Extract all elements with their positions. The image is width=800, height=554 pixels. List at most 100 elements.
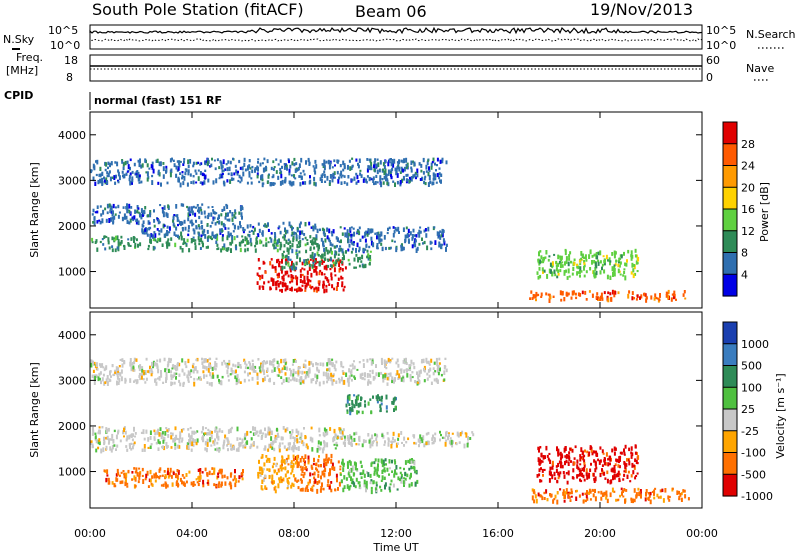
- echo-cell: [568, 257, 571, 261]
- echo-cell: [310, 464, 313, 469]
- echo-cell: [383, 476, 386, 480]
- echo-cell: [412, 362, 415, 366]
- echo-cell: [547, 293, 550, 296]
- echo-cell: [294, 168, 297, 173]
- echo-cell: [336, 444, 339, 447]
- echo-cell: [432, 157, 435, 162]
- echo-cell: [603, 291, 606, 295]
- echo-cell: [208, 470, 211, 476]
- echo-cell: [532, 490, 535, 494]
- echo-cell: [432, 434, 434, 439]
- echo-cell: [187, 233, 190, 237]
- echo-cell: [673, 293, 676, 299]
- echo-cell: [165, 441, 168, 447]
- echo-cell: [124, 482, 127, 486]
- echo-cell: [257, 233, 260, 238]
- echo-cell: [330, 458, 333, 464]
- echo-cell: [126, 448, 129, 452]
- echo-cell: [216, 220, 219, 224]
- echo-cell: [165, 367, 168, 371]
- echo-cell: [184, 226, 187, 231]
- echo-cell: [273, 447, 276, 452]
- echo-cell: [636, 294, 639, 298]
- echo-cell: [232, 177, 235, 181]
- echo-cell: [262, 476, 265, 482]
- echo-cell: [116, 375, 119, 380]
- echo-cell: [99, 205, 102, 208]
- echo-cell: [370, 361, 373, 366]
- echo-cell: [196, 481, 199, 484]
- echo-cell: [336, 238, 339, 242]
- echo-cell: [433, 437, 436, 443]
- echo-cell: [217, 217, 219, 220]
- echo-cell: [292, 227, 294, 230]
- echo-cell: [295, 461, 297, 465]
- echo-cell: [588, 254, 591, 259]
- echo-cell: [173, 214, 176, 217]
- freq-label: Freq.: [16, 51, 43, 64]
- echo-cell: [328, 283, 331, 286]
- echo-cell: [204, 160, 206, 165]
- echo-cell: [326, 375, 329, 380]
- echo-cell: [385, 173, 388, 177]
- echo-cell: [562, 491, 565, 496]
- echo-cell: [380, 402, 383, 406]
- echo-cell: [366, 249, 369, 253]
- echo-cell: [346, 233, 349, 238]
- echo-cell: [423, 379, 426, 383]
- echo-cell: [114, 206, 117, 209]
- echo-cell: [242, 171, 245, 177]
- echo-cell: [272, 160, 275, 164]
- echo-cell: [583, 478, 586, 482]
- echo-cell: [187, 169, 190, 173]
- echo-cell: [364, 264, 367, 268]
- echo-cell: [283, 237, 286, 241]
- echo-cell: [385, 372, 388, 377]
- echo-cell: [611, 487, 614, 493]
- echo-cell: [339, 259, 342, 264]
- echo-cell: [229, 179, 232, 184]
- echo-cell: [166, 240, 169, 245]
- echo-cell: [297, 486, 300, 490]
- echo-cell: [353, 231, 356, 236]
- echo-cell: [94, 435, 97, 440]
- echo-cell: [266, 360, 269, 364]
- echo-cell: [331, 462, 334, 467]
- echo-cell: [341, 370, 344, 373]
- echo-cell: [639, 489, 642, 494]
- echo-cell: [338, 379, 341, 384]
- echo-cell: [177, 223, 179, 227]
- echo-cell: [220, 221, 223, 226]
- echo-cell: [187, 376, 190, 382]
- echo-cell: [303, 233, 306, 236]
- echo-cell: [304, 487, 307, 492]
- echo-cell: [116, 444, 119, 448]
- echo-cell: [339, 468, 342, 471]
- echo-cell: [279, 289, 282, 292]
- echo-cell: [307, 369, 310, 374]
- echo-cell: [349, 166, 352, 171]
- echo-cell: [376, 232, 379, 236]
- echo-cell: [372, 480, 375, 484]
- echo-cell: [283, 459, 286, 464]
- echo-cell: [268, 469, 271, 472]
- echo-cell: [287, 442, 290, 446]
- echo-cell: [247, 233, 250, 237]
- echo-cell: [226, 476, 229, 480]
- echo-cell: [227, 247, 230, 251]
- echo-cell: [292, 445, 294, 450]
- echo-cell: [396, 228, 399, 232]
- echo-cell: [298, 163, 301, 168]
- echo-cell: [369, 231, 372, 234]
- echo-cell: [312, 258, 315, 263]
- echo-cell: [356, 368, 359, 371]
- echo-cell: [305, 160, 307, 165]
- echo-cell: [288, 445, 291, 451]
- echo-cell: [249, 224, 252, 228]
- echo-cell: [591, 488, 594, 492]
- echo-cell: [584, 499, 587, 503]
- echo-cell: [267, 228, 270, 232]
- echo-cell: [115, 477, 118, 482]
- echo-cell: [411, 236, 414, 241]
- echo-cell: [153, 219, 156, 223]
